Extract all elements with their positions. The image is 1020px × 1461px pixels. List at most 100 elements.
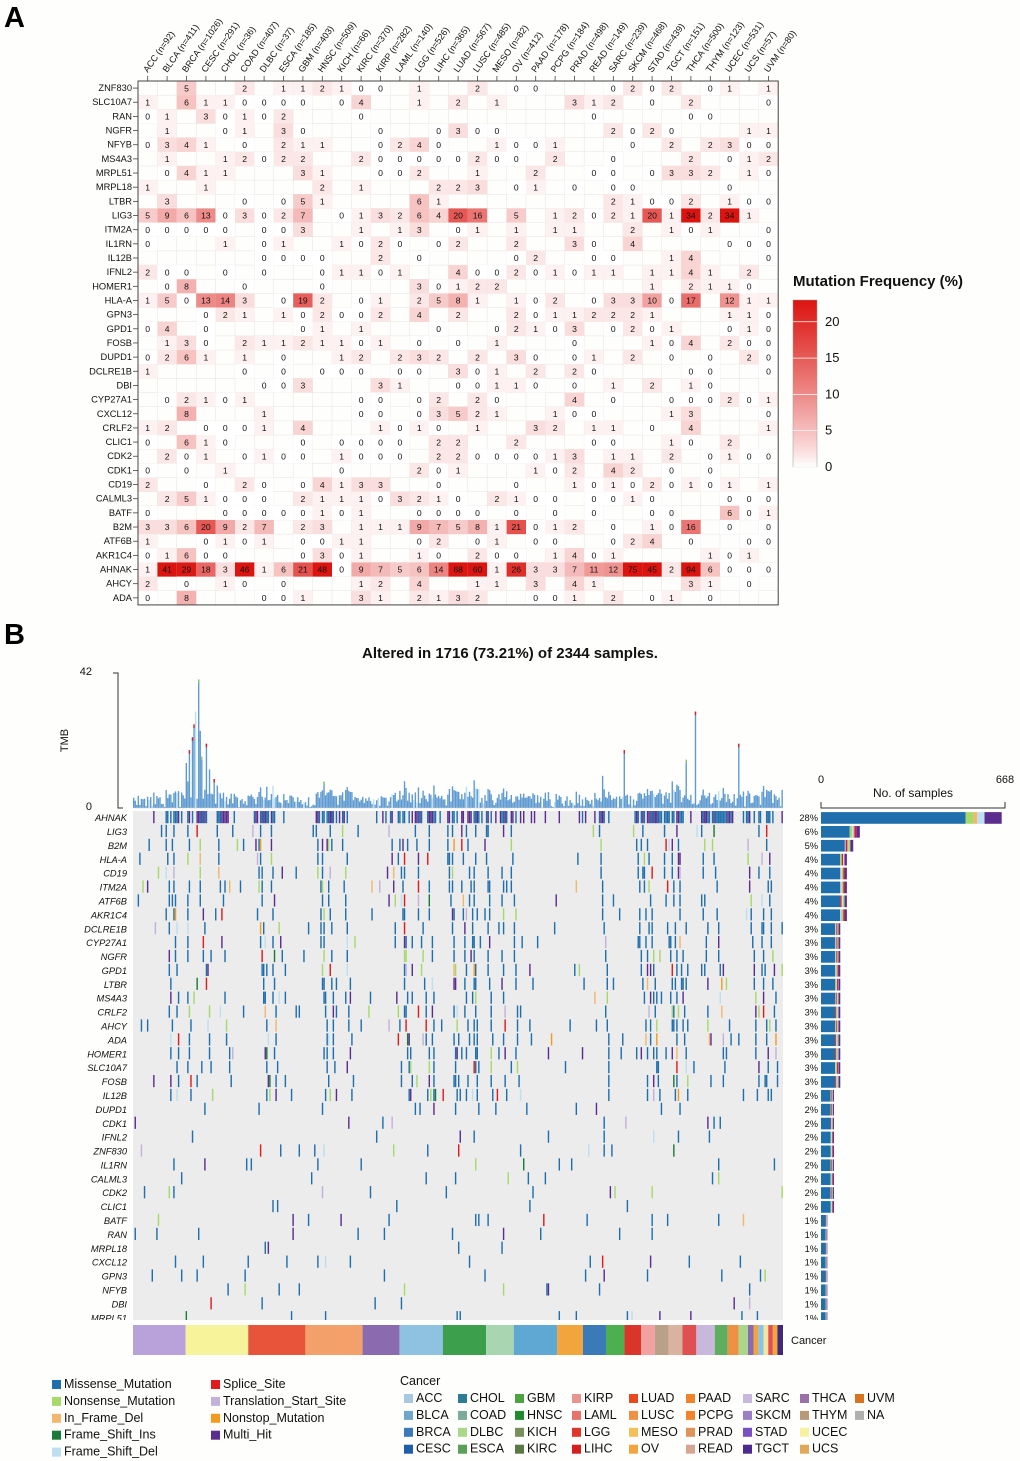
svg-text:3: 3 [727,140,732,150]
svg-text:2: 2 [242,338,247,348]
svg-text:3: 3 [301,168,306,178]
svg-text:2: 2 [359,352,364,362]
svg-text:1: 1 [708,225,713,235]
svg-text:3: 3 [689,168,694,178]
svg-text:1: 1 [242,395,247,405]
svg-text:2: 2 [378,579,383,589]
svg-text:0: 0 [339,211,344,221]
svg-text:2: 2 [242,522,247,532]
svg-text:0: 0 [359,296,364,306]
svg-text:1: 1 [204,451,209,461]
svg-text:1: 1 [165,551,170,561]
svg-text:0: 0 [766,522,771,532]
svg-text:0: 0 [262,494,267,504]
svg-text:1: 1 [223,97,228,107]
svg-text:2: 2 [378,253,383,263]
svg-text:15: 15 [825,350,839,365]
svg-text:2: 2 [495,494,500,504]
svg-text:0: 0 [301,324,306,334]
svg-text:26: 26 [512,565,522,575]
svg-text:3: 3 [533,579,538,589]
svg-text:3: 3 [417,352,422,362]
svg-text:1: 1 [553,522,558,532]
svg-text:0: 0 [475,451,480,461]
svg-text:GPN3: GPN3 [107,310,132,320]
svg-text:1: 1 [475,579,480,589]
svg-text:2: 2 [708,168,713,178]
svg-text:ADA: ADA [113,593,133,603]
svg-text:5: 5 [301,197,306,207]
svg-text:1: 1 [766,508,771,518]
svg-text:4: 4 [184,168,189,178]
svg-text:1: 1 [611,551,616,561]
svg-text:2: 2 [669,451,674,461]
svg-text:1: 1 [495,140,500,150]
svg-text:6: 6 [184,97,189,107]
svg-text:1: 1 [204,395,209,405]
svg-text:0: 0 [359,83,364,93]
svg-text:1: 1 [495,381,500,391]
svg-text:0: 0 [669,126,674,136]
svg-text:1: 1 [747,211,752,221]
svg-text:1: 1 [495,536,500,546]
svg-text:0: 0 [339,508,344,518]
svg-text:1: 1 [553,211,558,221]
svg-text:4: 4 [417,310,422,320]
svg-text:0: 0 [242,579,247,589]
svg-text:1: 1 [398,522,403,532]
svg-text:1: 1 [727,282,732,292]
svg-text:0: 0 [727,182,732,192]
svg-text:Mutation Frequency (%): Mutation Frequency (%) [793,273,963,290]
svg-text:1: 1 [611,381,616,391]
svg-text:11: 11 [589,565,598,575]
svg-text:0: 0 [611,168,616,178]
svg-text:46: 46 [240,565,250,575]
svg-text:5: 5 [436,296,441,306]
svg-text:2: 2 [533,366,538,376]
svg-text:1: 1 [553,551,558,561]
svg-text:10: 10 [647,296,657,306]
svg-text:2: 2 [436,437,441,447]
svg-text:0: 0 [378,140,383,150]
svg-text:2: 2 [417,296,422,306]
svg-text:1: 1 [339,239,344,249]
svg-text:Frame_Shift_Del: Frame_Shift_Del [64,1445,158,1459]
svg-text:1: 1 [320,508,325,518]
svg-text:1: 1 [223,579,228,589]
svg-text:0: 0 [184,466,189,476]
svg-text:1: 1 [223,168,228,178]
svg-text:0: 0 [339,551,344,561]
svg-text:FOSB: FOSB [107,338,132,348]
svg-text:0: 0 [223,112,228,122]
svg-text:0: 0 [301,126,306,136]
svg-text:0: 0 [301,480,306,490]
svg-text:1: 1 [553,140,558,150]
svg-text:0: 0 [553,508,558,518]
svg-text:2: 2 [165,423,170,433]
svg-text:0: 0 [223,508,228,518]
svg-text:1: 1 [165,126,170,136]
svg-text:0: 0 [184,225,189,235]
svg-text:3: 3 [417,225,422,235]
svg-text:45: 45 [647,565,657,575]
svg-text:0: 0 [436,466,441,476]
svg-text:0: 0 [378,437,383,447]
svg-text:0: 0 [262,154,267,164]
svg-text:0: 0 [650,83,655,93]
svg-text:1: 1 [145,536,150,546]
svg-text:2: 2 [281,211,286,221]
svg-text:0: 0 [242,197,247,207]
svg-text:DUPD1: DUPD1 [100,352,132,362]
svg-text:1: 1 [262,565,267,575]
svg-text:2: 2 [475,154,480,164]
svg-text:1: 1 [495,522,500,532]
svg-text:Cancer: Cancer [400,1374,440,1388]
svg-text:7: 7 [378,565,383,575]
svg-text:2: 2 [708,140,713,150]
svg-text:1: 1 [204,168,209,178]
svg-text:1: 1 [262,409,267,419]
svg-text:THYM: THYM [812,1408,847,1422]
svg-text:1: 1 [145,366,150,376]
svg-text:1: 1 [766,395,771,405]
svg-text:7: 7 [436,522,441,532]
